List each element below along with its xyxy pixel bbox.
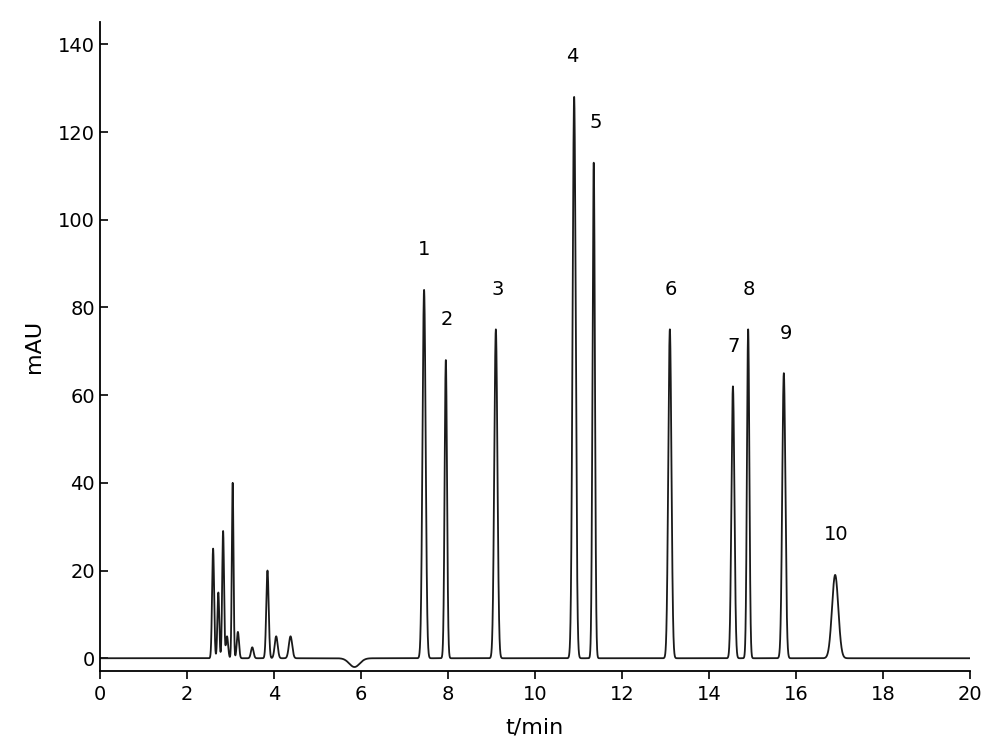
Y-axis label: mAU: mAU: [24, 320, 44, 374]
Text: 4: 4: [566, 47, 578, 66]
Text: 10: 10: [824, 525, 848, 545]
Text: 9: 9: [779, 324, 792, 342]
Text: 5: 5: [590, 113, 602, 132]
Text: 7: 7: [728, 336, 740, 356]
Text: 1: 1: [418, 240, 430, 259]
Text: 8: 8: [743, 280, 755, 298]
Text: 3: 3: [492, 280, 504, 298]
X-axis label: t/min: t/min: [506, 718, 564, 738]
Text: 2: 2: [441, 310, 453, 329]
Text: 6: 6: [665, 280, 677, 298]
